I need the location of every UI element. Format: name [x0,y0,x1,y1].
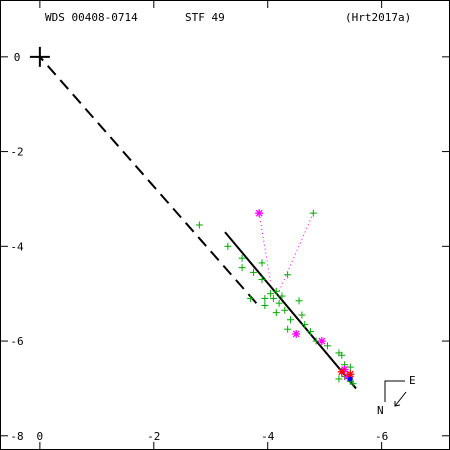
compass-east-label: E [409,374,416,387]
y-tick-label: -8 [10,430,23,443]
measure-green [338,351,346,359]
fit-line [224,231,357,390]
measure-blue [347,376,353,382]
data-marks [29,46,357,390]
measure-magenta-d2 [318,337,326,345]
measure-green [278,292,286,300]
measure-green [195,221,203,229]
compass-axes [384,380,405,402]
measure-magenta-d2 [292,330,300,338]
measure-green [247,294,255,302]
measure-green [258,259,266,267]
header-right: (Hrt2017a) [345,11,411,24]
measure-green [335,375,343,383]
primary-star [29,46,50,67]
y-tick-label: 0 [14,51,21,64]
measure-green [272,287,280,295]
y-tick-label: -6 [10,335,23,348]
measure-red [337,367,346,376]
dashed-line [39,56,258,304]
measure-magenta [317,337,326,346]
measure-green [324,342,332,350]
x-tick-label: 0 [37,430,44,443]
residual-link [258,213,272,282]
compass-arrow [394,391,407,407]
measure-green [238,254,246,262]
measure-red-d2 [338,368,346,376]
measure-green [281,306,289,314]
measure-green [249,268,257,276]
residual-link [278,212,314,292]
measure-green [272,309,280,317]
measure-red-d2 [346,370,354,378]
measure-green [275,299,283,307]
x-tick-label: -6 [375,430,388,443]
measure-green [309,209,317,217]
header-left: WDS 00408-0714 [45,11,138,24]
y-tick-label: -2 [10,146,23,159]
measure-magenta [255,209,264,218]
measure-magenta-d2 [255,209,263,217]
measure-green [284,325,292,333]
measure-green [261,294,269,302]
measure-green [269,294,277,302]
measure-green [287,316,295,324]
measure-green [224,242,232,250]
measure-green [295,297,303,305]
measure-green [267,290,275,298]
measure-green [346,363,354,371]
compass-north-label: N [377,404,384,417]
measure-green [298,311,306,319]
compass-arrowhead [394,401,401,407]
header-middle: STF 49 [185,11,225,24]
y-tick-label: -4 [10,240,24,253]
measure-green [238,264,246,272]
x-tick-label: -2 [147,430,160,443]
compass: E N [377,374,416,417]
measure-green [258,275,266,283]
measure-magenta [292,329,301,338]
measure-green [301,320,309,328]
measure-green [284,271,292,279]
measure-green [306,328,314,336]
measure-green [349,380,357,388]
x-tick-label: -4 [261,430,275,443]
measure-green [261,302,269,310]
